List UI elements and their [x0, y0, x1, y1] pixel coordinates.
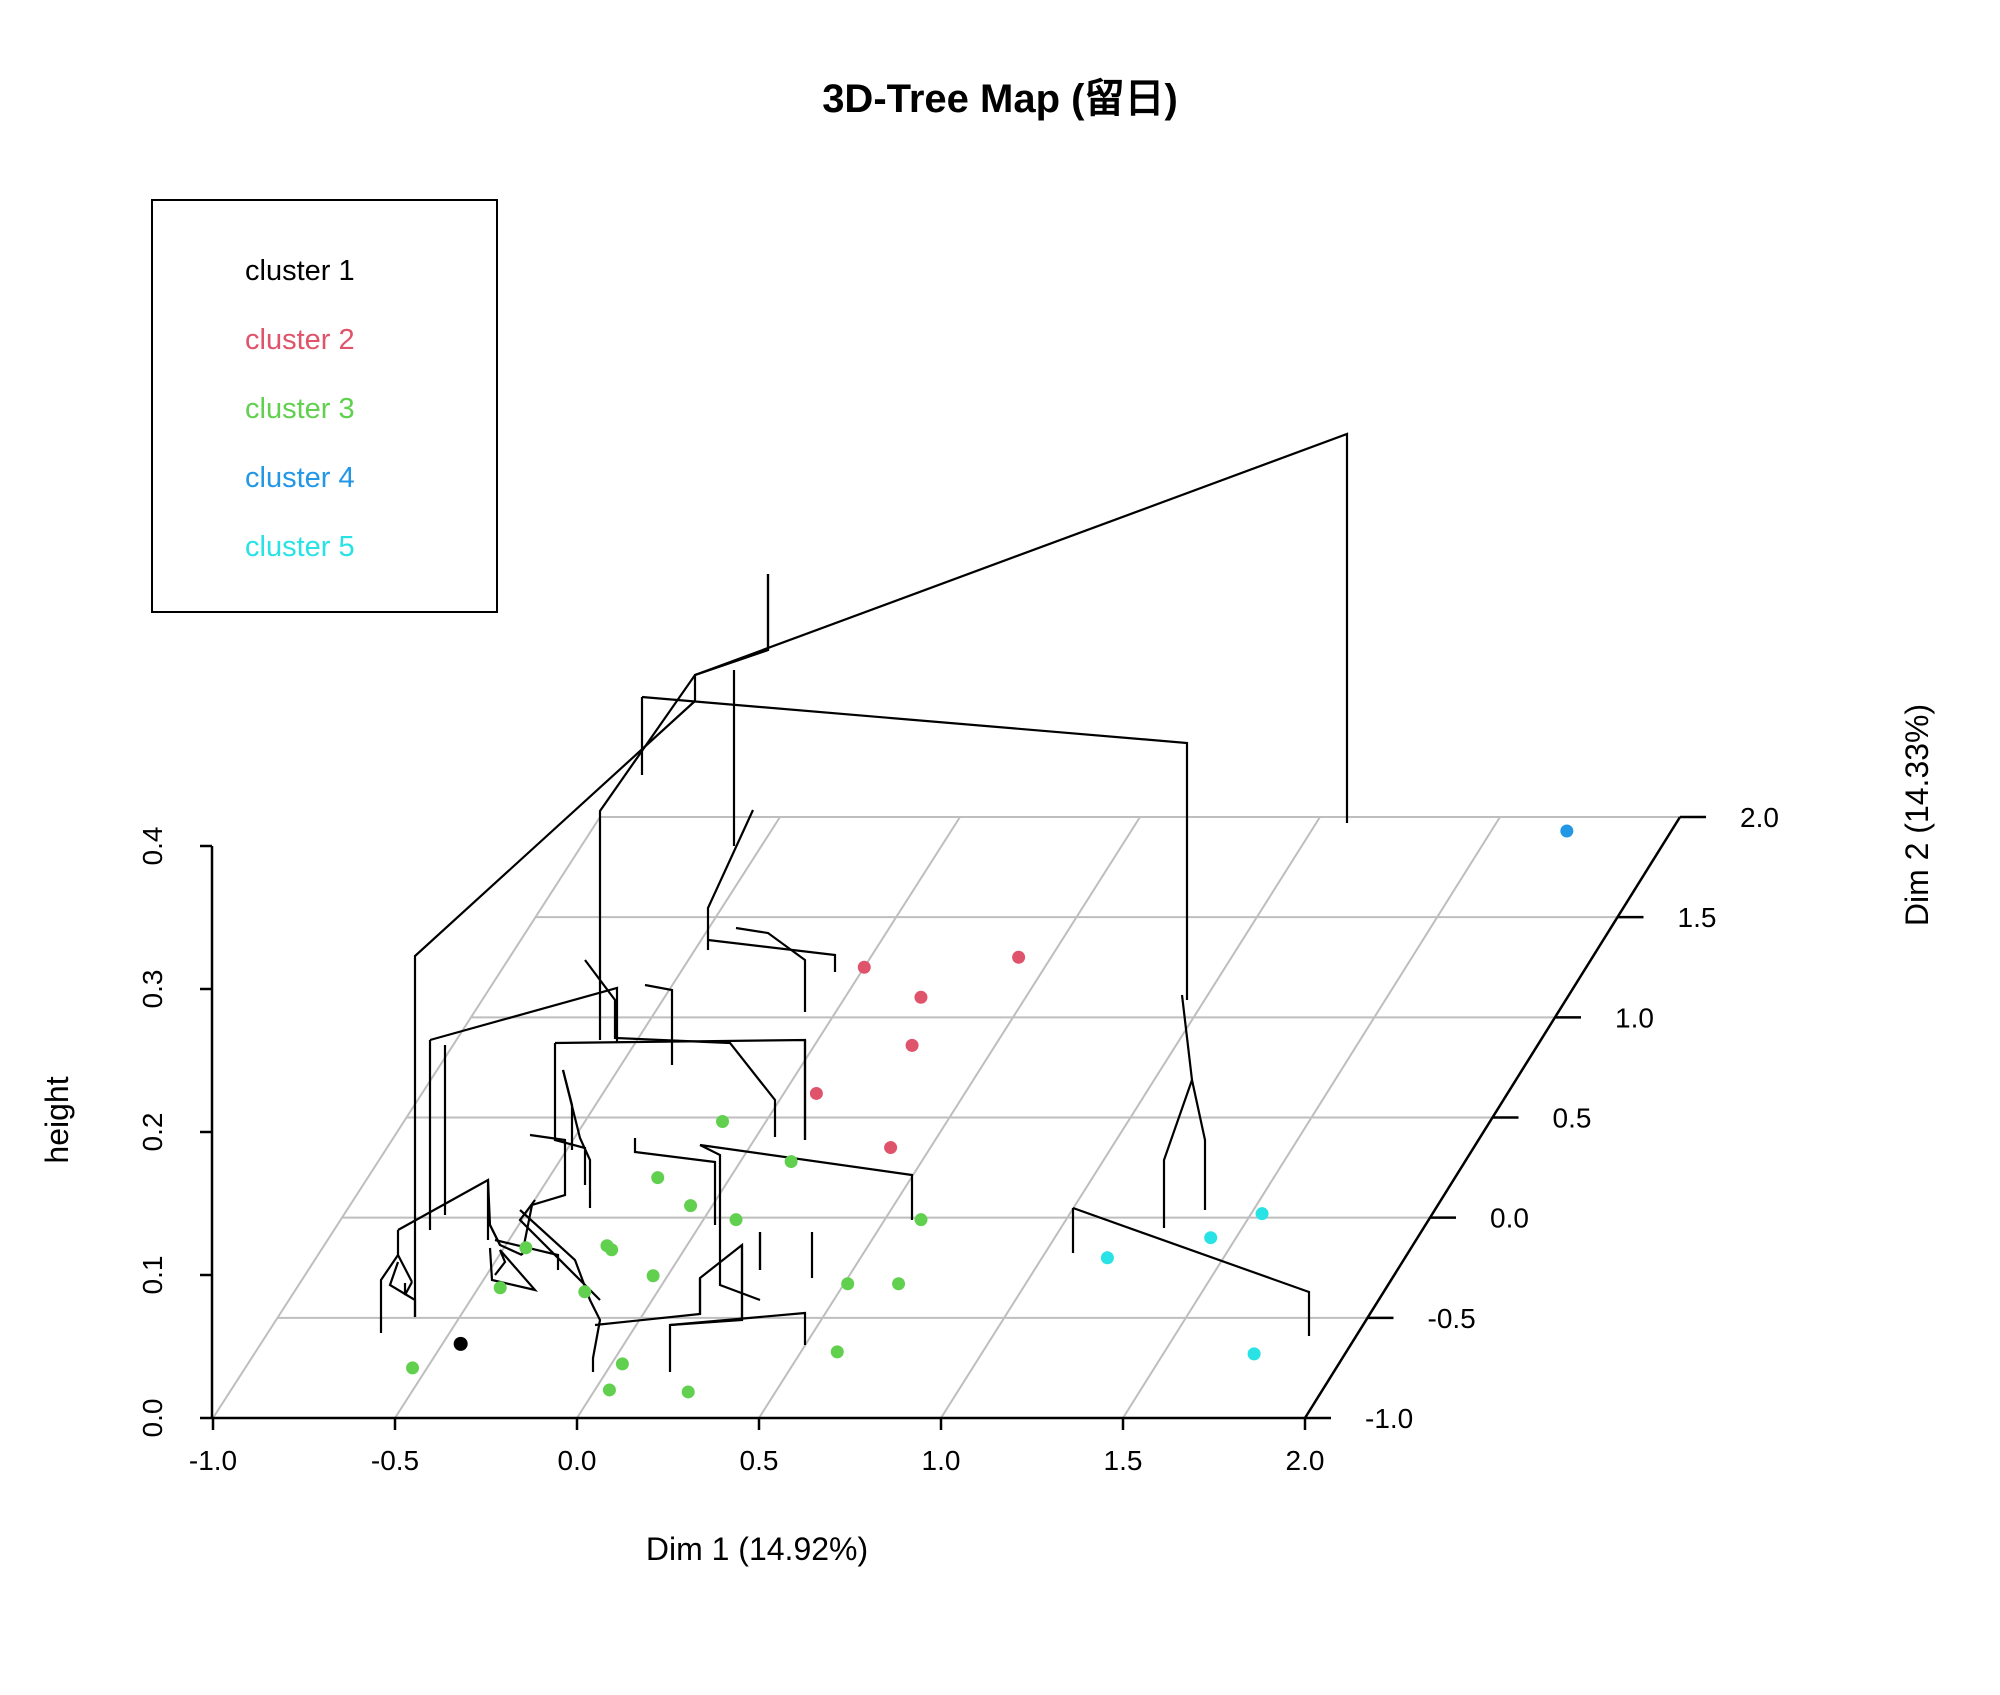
tree-branch: [397, 1254, 413, 1283]
z-tick-label: 0.0: [137, 1399, 168, 1438]
cluster-5-point: [1100, 1251, 1114, 1265]
z-tick-label: 0.1: [137, 1256, 168, 1295]
y-tick-label: 1.5: [1678, 902, 1717, 933]
z-tick-label: 0.2: [137, 1113, 168, 1152]
cluster-3-point: [892, 1277, 906, 1291]
cluster-2-point: [1012, 950, 1026, 964]
tree-branch: [694, 574, 770, 677]
tree-branch: [553, 1043, 587, 1185]
y-axis-title: Dim 2 (14.33%): [1899, 704, 1935, 926]
legend: cluster 1 cluster 2 cluster 3 cluster 4 …: [151, 199, 498, 613]
y-tick-label: 0.0: [1490, 1203, 1529, 1234]
tree-branch: [641, 695, 1189, 1000]
cluster-3-point: [830, 1345, 844, 1359]
legend-item-cluster-5: cluster 5: [245, 531, 355, 563]
x-tick-label: 1.0: [922, 1445, 961, 1476]
tree-branch: [598, 574, 770, 1040]
tree-branch: [699, 1143, 914, 1220]
cluster-3-point: [784, 1155, 798, 1169]
cluster-3-point: [729, 1213, 743, 1227]
x-tick-label: 0.5: [740, 1445, 779, 1476]
cluster-5-point: [1247, 1347, 1261, 1361]
tree-branch: [693, 432, 1349, 823]
z-axis-title: height: [39, 1076, 75, 1163]
y-axis: -1.0 -0.5 0.0 0.5 1.0 1.5 2.0: [1303, 802, 1779, 1434]
cluster-3-point: [684, 1199, 698, 1213]
x-tick-label: -1.0: [189, 1445, 237, 1476]
tree-branch: [669, 1311, 807, 1345]
cluster-5-point: [1204, 1231, 1218, 1245]
cluster-2-point: [857, 960, 871, 974]
tree-branch: [520, 1133, 567, 1256]
z-tick-label: 0.4: [137, 827, 168, 866]
x-tick-label: 0.0: [558, 1445, 597, 1476]
cluster-3-point: [605, 1243, 619, 1257]
cluster-2-point: [914, 990, 928, 1004]
tree-branch: [403, 1281, 413, 1296]
cluster-3-point: [406, 1361, 420, 1375]
cluster-5-point: [1255, 1207, 1269, 1221]
legend-item-cluster-3: cluster 3: [245, 393, 355, 425]
y-tick-label: -1.0: [1365, 1403, 1413, 1434]
y-tick-label: 2.0: [1740, 802, 1779, 833]
tree-branch: [494, 1249, 507, 1276]
z-axis: 0.0 0.1 0.2 0.3 0.4: [137, 827, 214, 1438]
cluster-2-point: [884, 1141, 898, 1155]
y-tick-label: 1.0: [1615, 1002, 1654, 1033]
tree-branch: [429, 986, 619, 1043]
dendrogram: [379, 432, 1349, 1372]
tree-branch: [518, 1199, 601, 1301]
x-tick-label: -0.5: [371, 1445, 419, 1476]
legend-box: [151, 199, 498, 613]
tree-branch: [633, 1138, 717, 1225]
tree-branch: [706, 809, 754, 950]
cluster-4-point: [1560, 824, 1574, 838]
cluster-3-point: [651, 1171, 665, 1185]
cluster-3-point: [681, 1385, 695, 1399]
cluster-3-point: [646, 1269, 660, 1283]
legend-item-cluster-4: cluster 4: [245, 462, 355, 494]
x-tick-label: 2.0: [1286, 1445, 1325, 1476]
cluster-2-point: [905, 1038, 919, 1052]
tree-branch: [699, 1144, 761, 1302]
tree-branch: [488, 1247, 539, 1292]
chart-title: 3D-Tree Map (留日): [822, 77, 1178, 121]
tree-branch: [1162, 994, 1194, 1228]
floor-grid: [212, 816, 1681, 1419]
cluster-3-point: [841, 1277, 855, 1291]
tree-branch: [707, 938, 837, 972]
y-tick-label: 0.5: [1553, 1103, 1592, 1134]
z-tick-label: 0.3: [137, 970, 168, 1009]
y-tick-label: -0.5: [1428, 1303, 1476, 1334]
cluster-2-point: [809, 1086, 823, 1100]
tree-branch: [519, 1209, 602, 1372]
tree-branch: [397, 1178, 490, 1240]
tree-branch: [379, 1230, 400, 1333]
tree-branch: [735, 926, 807, 1012]
x-tick-label: 1.5: [1104, 1445, 1143, 1476]
legend-item-cluster-1: cluster 1: [245, 255, 355, 287]
tree-branch: [644, 983, 674, 1065]
x-axis-title: Dim 1 (14.92%): [646, 1531, 868, 1567]
cluster-points: [406, 824, 1574, 1399]
x-axis: -1.0 -0.5 0.0 0.5 1.0 1.5 2.0: [189, 1416, 1325, 1476]
cluster-3-point: [578, 1285, 592, 1299]
cluster-3-point: [519, 1241, 533, 1255]
legend-item-cluster-2: cluster 2: [245, 324, 355, 356]
cluster-3-point: [602, 1383, 616, 1397]
tree-branch: [388, 1261, 417, 1317]
cluster-3-point: [914, 1213, 928, 1227]
tree-branch: [561, 1069, 574, 1150]
tree-branch: [489, 1224, 501, 1246]
tree-branch: [494, 1238, 560, 1270]
tree-branch: [413, 700, 696, 1317]
tree-branch: [584, 959, 777, 1137]
cluster-3-point: [716, 1115, 730, 1129]
cluster-3-point: [615, 1357, 629, 1371]
tree-branch: [1190, 1079, 1207, 1210]
cluster-3-point: [493, 1281, 507, 1295]
cluster-1-point: [453, 1336, 468, 1351]
tree-branch: [1072, 1206, 1311, 1336]
